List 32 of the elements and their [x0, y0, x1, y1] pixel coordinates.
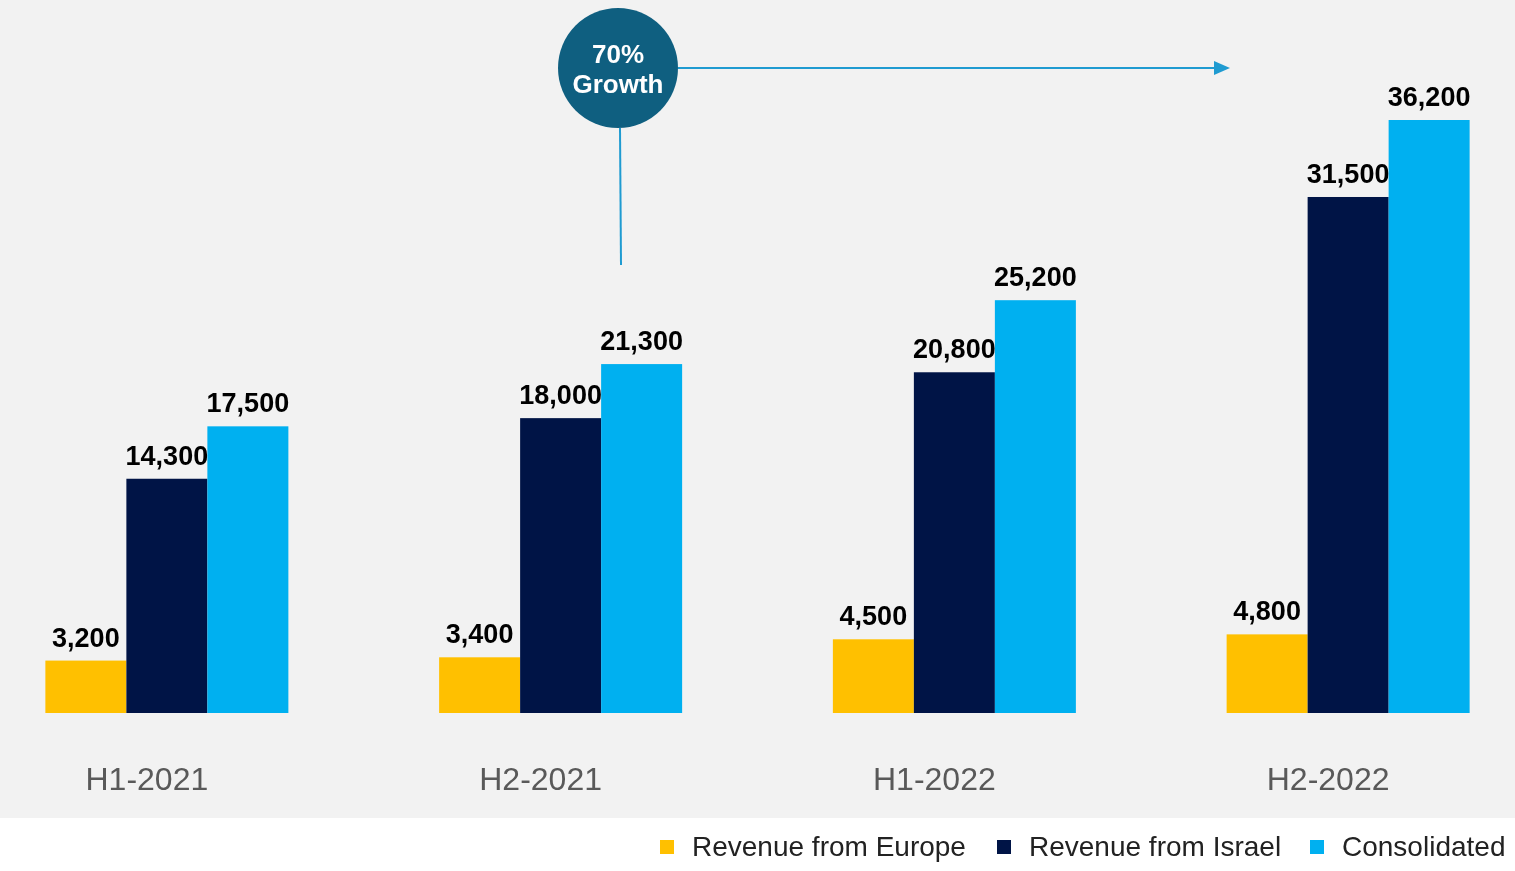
bar	[1226, 634, 1308, 713]
data-label: 25,200	[994, 262, 1077, 293]
data-label: 3,400	[445, 619, 514, 650]
legend-label: Revenue from Israel	[1029, 831, 1282, 862]
data-label: 20,800	[913, 334, 996, 365]
bar	[439, 657, 521, 713]
bar	[601, 364, 683, 713]
x-tick-label: H1-2022	[873, 761, 996, 797]
x-tick-label: H2-2021	[479, 761, 602, 797]
bar	[913, 372, 995, 713]
bar	[1307, 196, 1389, 713]
bar	[126, 478, 208, 713]
data-label: 31,500	[1306, 158, 1390, 189]
bar	[207, 426, 289, 713]
data-label: 17,500	[206, 388, 290, 419]
x-tick-label: H2-2022	[1266, 761, 1390, 797]
data-label: 3,200	[52, 622, 120, 653]
bar	[45, 660, 127, 713]
legend-label: Consolidated	[1342, 831, 1506, 862]
legend-label: Revenue from Europe	[692, 831, 966, 862]
bar	[832, 639, 914, 713]
text: 70% Growth	[572, 39, 664, 99]
x-tick-label: H1-2021	[85, 761, 209, 797]
data-label: 18,000	[519, 380, 602, 411]
data-label: 14,300	[125, 440, 209, 471]
data-label: 21,300	[600, 326, 683, 357]
data-label: 4,500	[839, 601, 908, 632]
bar	[520, 418, 602, 713]
bar	[1388, 120, 1470, 713]
bar	[994, 300, 1076, 713]
data-label: 4,800	[1233, 596, 1301, 627]
data-label: 36,200	[1387, 82, 1471, 112]
